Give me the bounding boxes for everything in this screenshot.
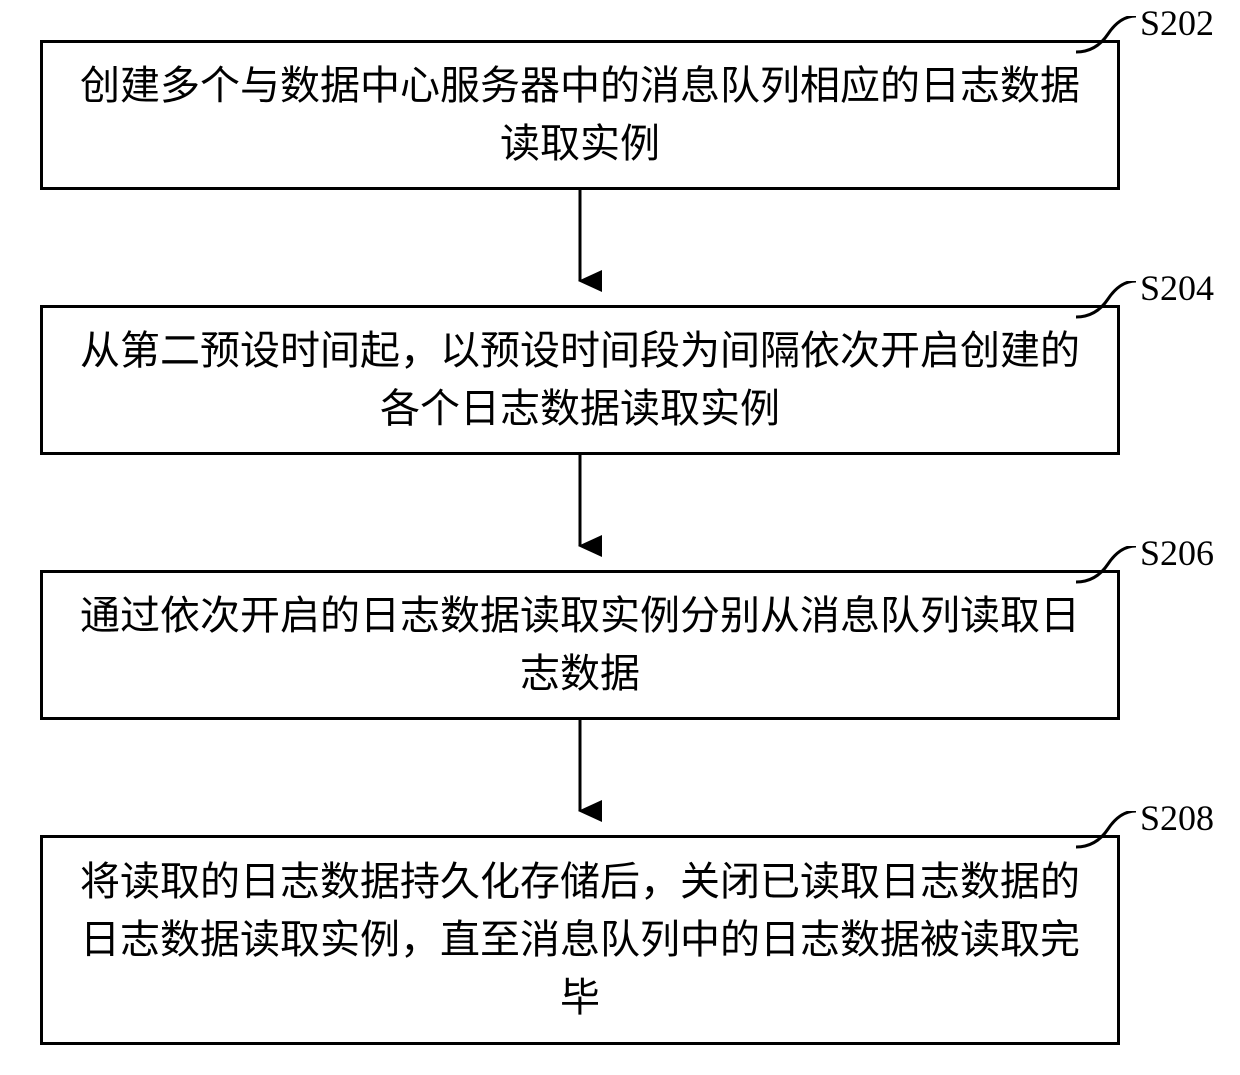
step-text: 从第二预设时间起，以预设时间段为间隔依次开启创建的各个日志数据读取实例 bbox=[63, 322, 1097, 438]
label-curve-s202 bbox=[1076, 16, 1138, 54]
step-label-s208: S208 bbox=[1140, 797, 1214, 839]
step-s208: 将读取的日志数据持久化存储后，关闭已读取日志数据的日志数据读取实例，直至消息队列… bbox=[40, 835, 1120, 1045]
step-s204: 从第二预设时间起，以预设时间段为间隔依次开启创建的各个日志数据读取实例 bbox=[40, 305, 1120, 455]
label-curve-s206 bbox=[1076, 546, 1138, 584]
label-text: S208 bbox=[1140, 798, 1214, 838]
label-text: S206 bbox=[1140, 533, 1214, 573]
step-label-s206: S206 bbox=[1140, 532, 1214, 574]
label-curve-s208 bbox=[1076, 811, 1138, 849]
flowchart-canvas: 创建多个与数据中心服务器中的消息队列相应的日志数据读取实例 从第二预设时间起，以… bbox=[0, 0, 1240, 1075]
step-label-s202: S202 bbox=[1140, 2, 1214, 44]
label-curve-s204 bbox=[1076, 281, 1138, 319]
step-text: 通过依次开启的日志数据读取实例分别从消息队列读取日志数据 bbox=[63, 587, 1097, 703]
step-s202: 创建多个与数据中心服务器中的消息队列相应的日志数据读取实例 bbox=[40, 40, 1120, 190]
step-label-s204: S204 bbox=[1140, 267, 1214, 309]
step-text: 将读取的日志数据持久化存储后，关闭已读取日志数据的日志数据读取实例，直至消息队列… bbox=[63, 853, 1097, 1027]
label-text: S204 bbox=[1140, 268, 1214, 308]
step-text: 创建多个与数据中心服务器中的消息队列相应的日志数据读取实例 bbox=[63, 57, 1097, 173]
step-s206: 通过依次开启的日志数据读取实例分别从消息队列读取日志数据 bbox=[40, 570, 1120, 720]
label-text: S202 bbox=[1140, 3, 1214, 43]
